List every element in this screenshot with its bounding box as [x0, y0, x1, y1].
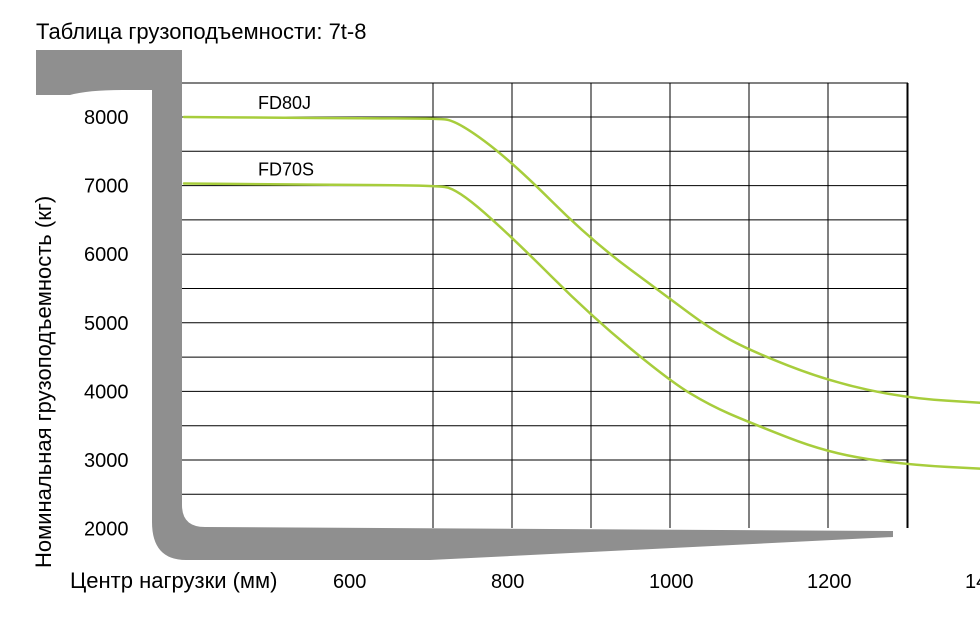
y-tick-label: 2000 [84, 519, 129, 541]
x-axis-label: Центр нагрузки (мм) [70, 568, 278, 593]
y-tick-label: 6000 [84, 244, 129, 266]
axis-ticks: 2000 3000 4000 5000 6000 7000 8000 600 800 1000 12… [84, 107, 980, 593]
x-tick-label: 600 [333, 571, 366, 593]
series: FD80J FD70S [182, 93, 980, 470]
y-tick-label: 4000 [84, 381, 129, 403]
y-tick-label: 3000 [84, 450, 129, 472]
chart-title: Таблица грузоподъемности: 7t-8 [36, 19, 366, 44]
series-label-fd70s: FD70S [258, 160, 314, 180]
x-tick-label: 1200 [807, 571, 852, 593]
series-label-fd80j: FD80J [258, 93, 311, 113]
x-tick-label: 800 [491, 571, 524, 593]
series-line-fd70s [182, 182, 980, 470]
y-tick-label: 8000 [84, 107, 129, 129]
x-tick-label: 1000 [649, 571, 694, 593]
series-line-fd80j [182, 115, 980, 404]
y-tick-label: 5000 [84, 313, 129, 335]
x-tick-label: 1400 [965, 571, 980, 593]
y-axis-label: Номинальная грузоподъемность (кг) [31, 196, 56, 568]
y-tick-label: 7000 [84, 176, 129, 198]
